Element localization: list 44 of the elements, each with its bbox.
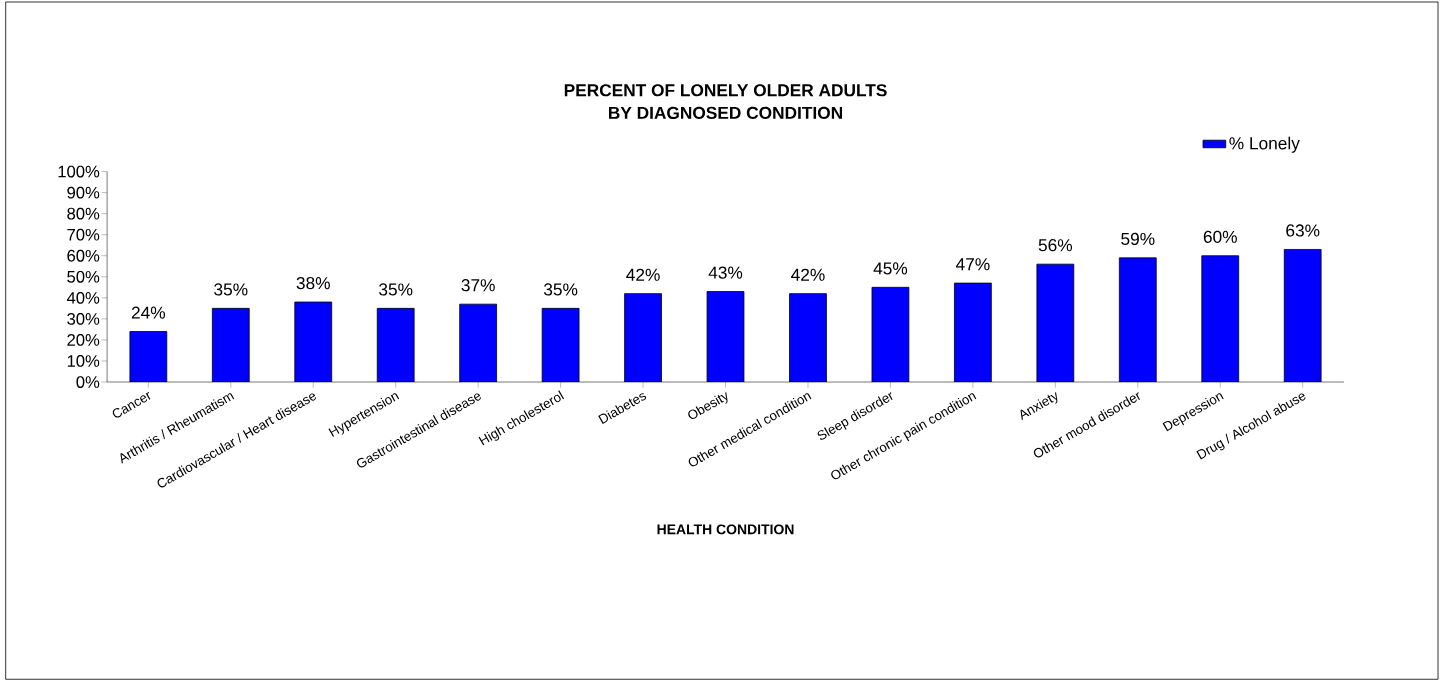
data-label: 56% [1038,238,1073,252]
bar [1201,255,1240,382]
bar [294,301,333,382]
y-tick-label: 100% [58,165,100,178]
y-tick-label: 30% [67,312,100,325]
bar [129,330,168,382]
data-label: 43% [708,266,743,279]
chart-title: PERCENT OF LONELY OLDER ADULTS BY DIAGNOSED CONDITION [564,84,887,119]
y-tick-label: 90% [67,186,100,199]
y-tick-label: 20% [67,333,100,346]
y-tick-label: 0% [76,376,100,388]
bar [789,293,827,382]
data-label: 45% [873,262,908,275]
bar [211,307,250,382]
y-tick-label: 10% [67,354,100,367]
bar [624,293,662,382]
bar [1283,248,1322,382]
y-tick-label: 80% [67,207,100,220]
x-axis-title: HEALTH CONDITION [657,524,794,535]
bar [541,307,580,382]
data-label: 35% [214,283,248,296]
legend-label: % Lonely [1229,136,1300,153]
data-label: 60% [1203,230,1237,243]
data-label: 35% [543,283,578,296]
data-label: 24% [131,306,166,319]
data-label: 47% [955,258,990,271]
bar [706,291,745,382]
y-tick-label: 60% [67,249,100,262]
data-label: 42% [791,268,825,281]
data-label: 63% [1286,224,1320,237]
bar [459,303,497,382]
y-tick-label: 50% [67,270,100,283]
bar [376,307,415,382]
data-label: 59% [1121,232,1155,245]
data-label: 38% [296,276,330,290]
data-label: 37% [461,278,495,292]
bar [954,282,992,382]
data-label: 35% [379,283,413,296]
y-tick-label: 70% [67,228,100,241]
y-tick-label: 40% [66,291,100,304]
bar [1118,257,1157,382]
data-label: 42% [626,268,660,281]
bar [1036,263,1075,382]
bar [871,286,910,382]
